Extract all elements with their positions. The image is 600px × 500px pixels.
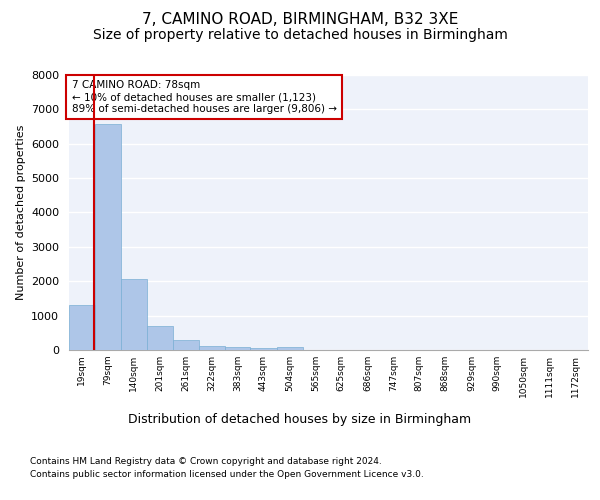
Text: Size of property relative to detached houses in Birmingham: Size of property relative to detached ho… — [92, 28, 508, 42]
Bar — [173, 340, 199, 350]
Text: Distribution of detached houses by size in Birmingham: Distribution of detached houses by size … — [128, 412, 472, 426]
Text: Contains public sector information licensed under the Open Government Licence v3: Contains public sector information licen… — [30, 470, 424, 479]
Text: 7 CAMINO ROAD: 78sqm
← 10% of detached houses are smaller (1,123)
89% of semi-de: 7 CAMINO ROAD: 78sqm ← 10% of detached h… — [71, 80, 337, 114]
Bar — [225, 348, 250, 350]
Bar — [277, 346, 302, 350]
Text: Contains HM Land Registry data © Crown copyright and database right 2024.: Contains HM Land Registry data © Crown c… — [30, 458, 382, 466]
Bar — [250, 348, 277, 350]
Bar — [69, 306, 95, 350]
Bar — [121, 278, 147, 350]
Bar — [199, 346, 225, 350]
Bar — [147, 326, 173, 350]
Y-axis label: Number of detached properties: Number of detached properties — [16, 125, 26, 300]
Bar — [95, 124, 121, 350]
Text: 7, CAMINO ROAD, BIRMINGHAM, B32 3XE: 7, CAMINO ROAD, BIRMINGHAM, B32 3XE — [142, 12, 458, 28]
